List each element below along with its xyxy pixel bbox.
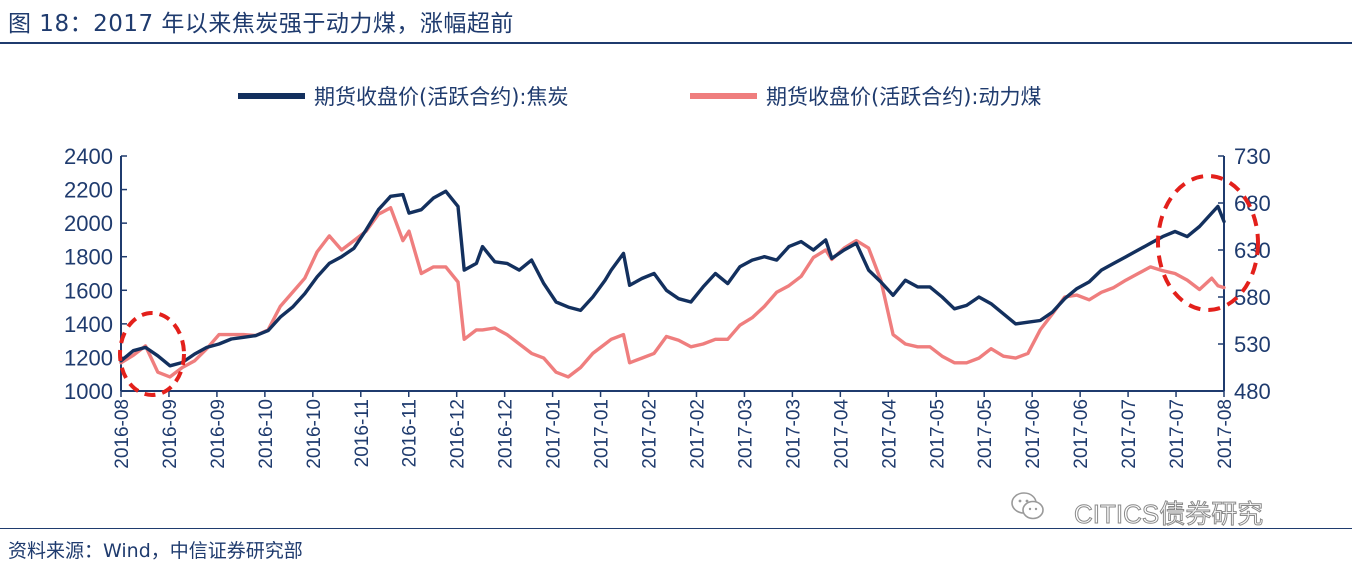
x-tick-label: 2016-09 — [208, 399, 229, 469]
x-tick-label: 2017-03 — [735, 399, 756, 469]
x-tick-label: 2017-01 — [544, 399, 565, 469]
source-note: 资料来源：Wind，中信证券研究部 — [8, 540, 303, 562]
x-tick-label: 2017-07 — [1167, 399, 1188, 469]
left-tick-label: 2200 — [64, 178, 113, 203]
chart-title: 图 18：2017 年以来焦炭强于动力煤，涨幅超前 — [8, 11, 514, 37]
left-tick-label: 1800 — [64, 245, 113, 270]
left-tick-label: 2400 — [64, 144, 113, 169]
x-tick-label: 2017-02 — [640, 399, 661, 469]
bottom-rule — [0, 528, 1352, 529]
series-line-coke — [119, 189, 1226, 368]
right-tick-label: 730 — [1234, 144, 1271, 169]
x-tick-label: 2017-07 — [1119, 399, 1140, 469]
x-tick-label: 2016-11 — [352, 399, 373, 467]
x-tick-label: 2017-05 — [975, 399, 996, 469]
x-tick-label: 2017-06 — [1023, 399, 1044, 469]
left-tick-label: 1400 — [64, 312, 113, 337]
left-tick-label: 1000 — [64, 379, 113, 404]
legend: 期货收盘价(活跃合约):焦炭 期货收盘价(活跃合约):动力煤 — [238, 85, 1041, 109]
x-tick-label: 2017-03 — [783, 399, 804, 469]
left-tick-label: 2000 — [64, 211, 113, 236]
x-tick-label: 2017-02 — [687, 399, 708, 469]
annotations — [118, 174, 1260, 397]
highlight-circle-start — [118, 311, 186, 397]
series-group — [119, 189, 1226, 379]
x-tick-label: 2016-12 — [496, 399, 517, 469]
right-tick-label: 580 — [1234, 285, 1271, 310]
x-tick-label: 2017-04 — [831, 399, 852, 469]
x-tick-label: 2016-12 — [448, 399, 469, 469]
x-tick-label: 2016-09 — [160, 399, 181, 469]
x-tick-label: 2016-10 — [256, 399, 277, 469]
watermark-text: CITICS债券研究 — [1073, 499, 1264, 530]
chart-canvas: 期货收盘价(活跃合约):焦炭 期货收盘价(活跃合约):动力煤 100012001… — [64, 85, 1271, 469]
right-tick-label: 680 — [1234, 191, 1271, 216]
right-tick-label: 630 — [1234, 238, 1271, 263]
right-tick-label: 480 — [1234, 379, 1271, 404]
left-tick-label: 1600 — [64, 278, 113, 303]
right-tick-label: 530 — [1234, 332, 1271, 357]
highlight-circle-end — [1156, 174, 1260, 312]
x-tick-label: 2017-06 — [1071, 399, 1092, 469]
top-rule — [0, 42, 1352, 44]
wechat-icon — [1011, 492, 1044, 520]
x-tick-label: 2016-08 — [112, 399, 133, 469]
legend-label-coal: 期货收盘价(活跃合约):动力煤 — [766, 85, 1041, 109]
x-tick-label: 2017-05 — [927, 399, 948, 469]
legend-label-coke: 期货收盘价(活跃合约):焦炭 — [314, 85, 568, 109]
series-line-coal — [119, 205, 1226, 379]
x-tick-label: 2017-01 — [592, 399, 613, 469]
x-tick-label: 2017-08 — [1215, 399, 1236, 469]
axes: 1000 1200 1400 1600 1800 2000 2200 2400 480 530 58… — [64, 144, 1271, 469]
x-tick-label: 2016-11 — [400, 399, 421, 467]
left-tick-label: 1200 — [64, 345, 113, 370]
x-tick-label: 2016-10 — [304, 399, 325, 469]
x-tick-label: 2017-04 — [879, 399, 900, 469]
